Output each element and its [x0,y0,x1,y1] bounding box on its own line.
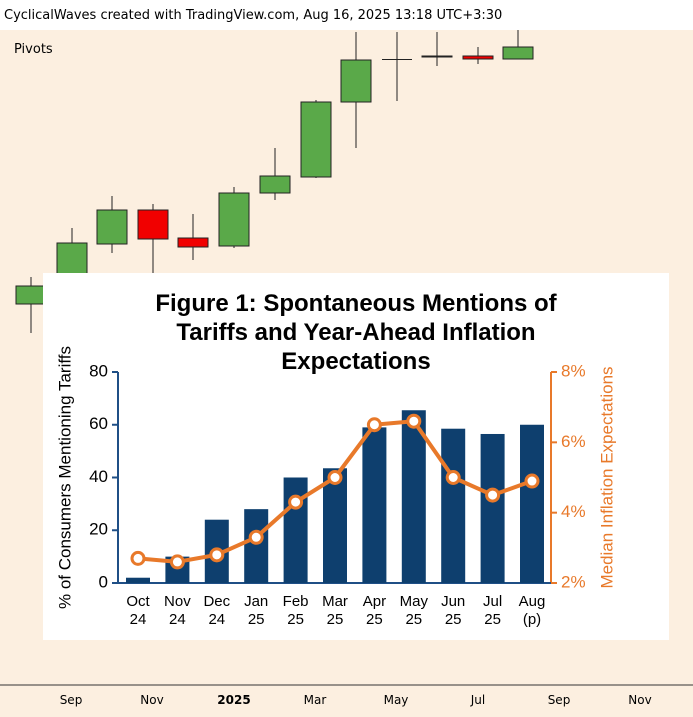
y2-tick-label: 6% [561,432,586,451]
line-point [209,547,225,563]
line-point [485,487,501,503]
x-tick-label: Feb 25 [282,593,309,628]
x-tick-label: Mar 25 [322,593,348,628]
y-axis-label: % of Consumers Mentioning Tariffs [55,346,74,609]
line-point [130,550,146,566]
time-label: Nov [628,693,652,707]
candles [15,30,534,333]
time-label: Mar [303,693,327,707]
x-tick-label: May 25 [399,593,428,628]
y-tick-label: 60 [89,414,108,433]
line-point [248,529,264,545]
bar [362,427,387,583]
x-tick-label: Aug (p) [518,593,546,628]
x-tick-label: Dec 24 [203,593,231,628]
figure-chart: 0 20 40 60 80 2% 4% 6% 8% % of Consumers Mentioni… [55,346,616,609]
bar [401,410,426,583]
line-point [366,417,382,433]
x-tick-label: Jun 25 [441,593,466,628]
bar [283,477,308,583]
x-tick-label: Jul 25 [483,593,503,628]
time-label: Sep [547,693,571,707]
time-label: Nov [140,693,164,707]
line-point [169,554,185,570]
indicator-label: Pivots [14,42,53,57]
header: CyclicalWaves created with TradingView.c… [0,0,693,30]
bar [323,468,347,583]
line-point [406,413,422,429]
line-point [327,470,343,485]
x-tick-label: Jan 25 [244,593,269,628]
y-tick-label: 0 [99,572,108,591]
chart-title: Figure 1: Spontaneous Mentions of Tariff… [155,290,557,375]
y-tick-label: 20 [89,520,108,539]
line-point [288,494,304,510]
time-label: Jul [470,693,486,707]
time-label: 2025 [217,693,251,707]
time-label: May [383,693,409,707]
y2-tick-label: 4% [561,502,586,521]
x-tick-label: Apr 25 [362,593,387,628]
line-point [445,470,461,485]
bar [126,577,150,583]
bar [520,424,544,583]
y2-tick-label: 2% [561,572,586,591]
y2-tick-label: 8% [561,361,586,380]
bar [244,509,269,583]
x-tick-label: Nov 24 [164,593,191,628]
bar [441,428,466,583]
bar [480,433,505,583]
figure: 0 20 40 60 80 2% 4% 6% 8% % of Consumers Mentioni… [43,273,669,640]
x-tick-label: Oct 24 [126,593,150,628]
y-tick-label: 40 [89,467,108,486]
y-tick-label: 80 [89,361,108,380]
line-point [524,473,540,489]
y2-axis-label: Median Inflation Expectations [597,366,616,588]
time-label: Sep [59,693,83,707]
